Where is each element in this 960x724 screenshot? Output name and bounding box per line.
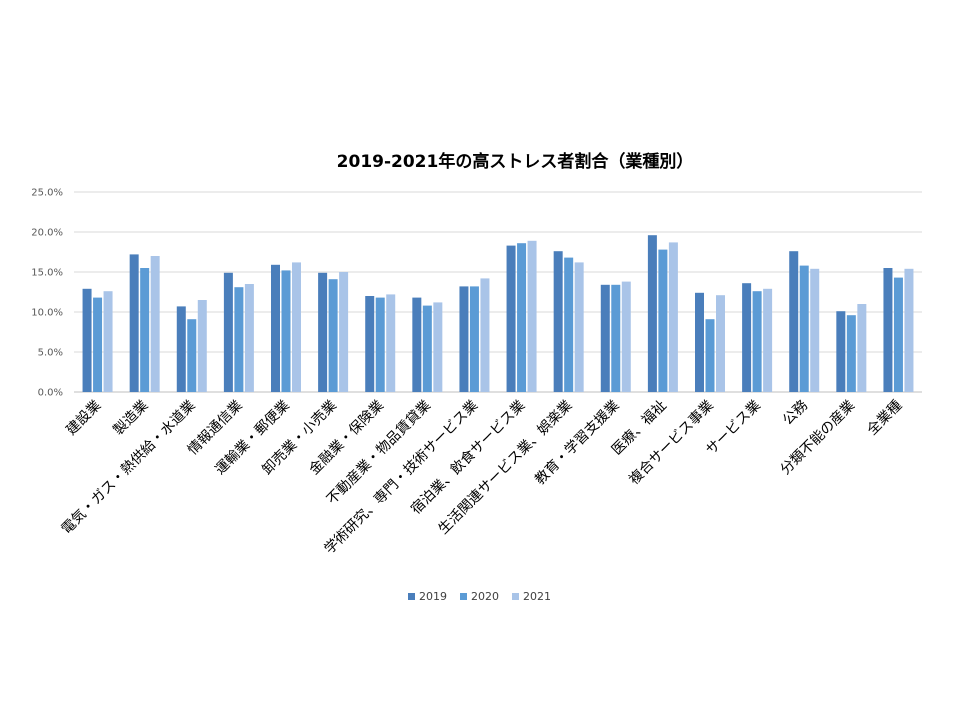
y-axis-ticks: 0.0% 5.0% 10.0% 15.0% 20.0% 25.0% bbox=[31, 188, 63, 399]
y-tick-label: 5.0% bbox=[38, 348, 63, 359]
bar-2019 bbox=[883, 268, 893, 392]
y-tick-label: 10.0% bbox=[31, 308, 63, 319]
bar-2021 bbox=[668, 242, 678, 392]
bar-2021 bbox=[480, 278, 490, 392]
bar-2019 bbox=[176, 306, 186, 392]
bar-2020 bbox=[658, 249, 668, 392]
x-tick-label: 建設業 bbox=[63, 398, 104, 439]
bar-group bbox=[742, 283, 773, 392]
legend-label: 2019 bbox=[419, 590, 447, 603]
bar-group bbox=[600, 281, 631, 392]
bar-2019 bbox=[271, 264, 280, 392]
bar-group bbox=[695, 292, 725, 392]
bar-group bbox=[883, 268, 914, 392]
bar-2021 bbox=[857, 304, 867, 392]
bar-2020 bbox=[799, 265, 809, 392]
bar-2020 bbox=[893, 277, 903, 392]
y-tick-label: 15.0% bbox=[31, 268, 63, 279]
bar-2020 bbox=[328, 279, 338, 392]
bar-2019 bbox=[412, 297, 422, 392]
x-axis-ticks: 建設業 製造業電気・ガス・熱供給・水道業情報通信業運輸業・郵便業卸売業・小売業金融… bbox=[59, 397, 906, 558]
y-tick-label: 25.0% bbox=[31, 188, 63, 199]
bar-group bbox=[836, 304, 867, 392]
bar-2019 bbox=[129, 254, 139, 392]
bar-2021 bbox=[716, 295, 725, 392]
bar-2019 bbox=[647, 235, 657, 392]
bar-2019 bbox=[223, 272, 233, 392]
y-tick-label: 0.0% bbox=[38, 388, 63, 399]
bar-group bbox=[129, 254, 160, 392]
bar-2019 bbox=[695, 292, 704, 392]
bar-2021 bbox=[386, 294, 396, 392]
bar-group bbox=[506, 240, 537, 392]
bar-2020 bbox=[846, 315, 856, 392]
x-tick-label: 複合サービス事業 bbox=[626, 397, 717, 488]
bar-2019 bbox=[742, 283, 752, 392]
bar-2021 bbox=[621, 281, 631, 392]
bar-group bbox=[412, 297, 443, 392]
bar-2021 bbox=[810, 268, 820, 392]
bar-group bbox=[789, 251, 820, 392]
bar-2021 bbox=[763, 288, 773, 392]
bar-2019 bbox=[365, 296, 375, 392]
bar-2020 bbox=[93, 297, 103, 392]
bars bbox=[82, 235, 914, 392]
x-tick-label: 全業種 bbox=[864, 397, 906, 439]
bar-group bbox=[223, 272, 254, 392]
bar-2020 bbox=[517, 243, 527, 392]
bar-group bbox=[318, 272, 349, 392]
bar-2019 bbox=[836, 311, 846, 392]
bar-group bbox=[459, 278, 490, 392]
bar-2021 bbox=[150, 256, 160, 392]
bar-2020 bbox=[187, 319, 197, 392]
bar-2021 bbox=[433, 302, 443, 392]
bar-2021 bbox=[197, 300, 207, 392]
bar-2020 bbox=[752, 291, 762, 392]
bar-group bbox=[365, 294, 396, 392]
bar-2020 bbox=[469, 286, 479, 392]
bar-2020 bbox=[611, 284, 621, 392]
bar-group bbox=[82, 288, 113, 392]
bar-2019 bbox=[506, 245, 516, 392]
bar-2019 bbox=[553, 251, 563, 392]
chart-title: 2019-2021年の高ストレス者割合（業種別） bbox=[337, 151, 694, 172]
bar-2019 bbox=[789, 251, 799, 392]
bar-2021 bbox=[292, 262, 301, 392]
bar-group bbox=[647, 235, 678, 392]
bar-2021 bbox=[244, 284, 254, 392]
bar-2020 bbox=[281, 270, 291, 392]
legend: 2019 2020 2021 bbox=[408, 590, 551, 603]
y-tick-label: 20.0% bbox=[31, 228, 63, 239]
bar-2020 bbox=[234, 287, 244, 392]
bar-2020 bbox=[375, 297, 385, 392]
bar-2020 bbox=[564, 257, 574, 392]
x-tick-label: 教育・学習支援業 bbox=[532, 398, 623, 489]
bar-2021 bbox=[904, 268, 914, 392]
bar-group bbox=[553, 251, 584, 392]
bar-group bbox=[271, 262, 301, 392]
bar-group bbox=[176, 300, 207, 392]
bar-2020 bbox=[422, 305, 432, 392]
bar-2021 bbox=[339, 272, 349, 392]
bar-2019 bbox=[459, 286, 469, 392]
legend-swatch-2020 bbox=[460, 593, 467, 600]
legend-label: 2021 bbox=[523, 590, 551, 603]
bar-2020 bbox=[705, 319, 715, 392]
bar-2019 bbox=[82, 288, 92, 392]
legend-label: 2020 bbox=[471, 590, 499, 603]
bar-2021 bbox=[574, 262, 584, 392]
x-tick-label: 公務 bbox=[780, 398, 811, 429]
x-tick-label: 製造業 bbox=[110, 398, 151, 439]
bar-2021 bbox=[103, 291, 113, 392]
bar-2021 bbox=[527, 240, 537, 392]
legend-swatch-2021 bbox=[512, 593, 519, 600]
bar-2019 bbox=[600, 284, 610, 392]
bar-2020 bbox=[140, 268, 150, 392]
bar-2019 bbox=[318, 272, 328, 392]
gridlines bbox=[74, 191, 922, 393]
legend-swatch-2019 bbox=[408, 593, 415, 600]
